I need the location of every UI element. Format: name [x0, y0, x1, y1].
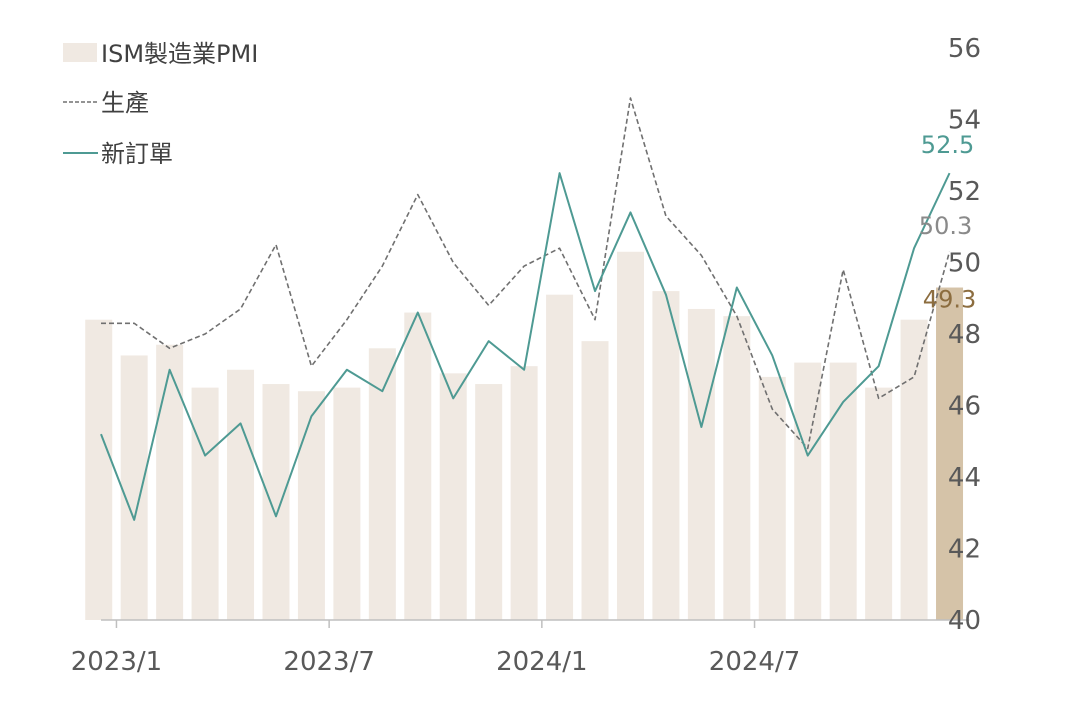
bar-2023/4 — [227, 369, 255, 620]
bar-2023/1 — [120, 355, 148, 620]
x-tick-label-2024/7: 2024/7 — [709, 647, 800, 677]
axes — [101, 619, 970, 628]
end-label-ISM製造業PMI: 49.3 — [923, 286, 976, 314]
end-labels: 52.5 50.3 49.3 — [919, 131, 976, 313]
bar-2024/1 — [546, 294, 574, 620]
x-tick-label-2023/1: 2023/1 — [71, 647, 162, 677]
bar-2023/2 — [156, 344, 184, 620]
y-tick-label-46: 46 — [948, 392, 981, 422]
series-lines — [100, 97, 951, 521]
y-tick-label-50: 50 — [948, 249, 981, 279]
legend-swatch-pmi — [63, 43, 97, 62]
bar-2023/9 — [404, 312, 432, 620]
y-tick-labels: 40 42 44 46 48 50 52 54 56 — [948, 34, 981, 636]
bar-2024/4 — [652, 291, 680, 620]
pmi-bars — [85, 251, 964, 621]
line-生產 — [101, 97, 951, 450]
bar-2024/2 — [581, 341, 609, 620]
y-tick-label-52: 52 — [948, 177, 981, 207]
bar-2024/6 — [723, 316, 751, 621]
end-label-新訂單: 52.5 — [921, 131, 974, 159]
y-tick-label-40: 40 — [948, 606, 981, 636]
legend-label-pmi: ISM製造業PMI — [101, 40, 258, 68]
bar-2024/11 — [900, 319, 928, 620]
legend-label-production: 生產 — [101, 89, 149, 117]
bar-2024/12 — [936, 287, 964, 620]
bar-2023/8 — [368, 348, 396, 620]
line-新訂單 — [100, 172, 951, 521]
y-tick-label-48: 48 — [948, 320, 981, 350]
legend-label-new-orders: 新訂單 — [101, 140, 173, 168]
bar-2023/5 — [262, 384, 290, 620]
y-tick-label-54: 54 — [948, 106, 981, 136]
bar-2023/7 — [333, 387, 361, 621]
bar-2024/10 — [865, 387, 893, 621]
bar-2023/3 — [191, 387, 219, 621]
bar-2024/5 — [687, 308, 715, 620]
bar-2023/6 — [297, 391, 325, 620]
x-tick-labels: 2023/1 2023/7 2024/1 2024/7 — [71, 647, 801, 677]
bar-2024/7 — [758, 376, 786, 620]
bar-2022/12 — [85, 319, 113, 620]
bar-2023/10 — [439, 373, 467, 620]
bar-2024/9 — [829, 362, 857, 620]
y-tick-label-42: 42 — [948, 535, 981, 565]
y-tick-label-56: 56 — [948, 34, 981, 64]
bar-2023/12 — [510, 366, 538, 620]
bar-2024/3 — [616, 251, 644, 620]
x-tick-label-2024/1: 2024/1 — [496, 647, 587, 677]
x-tick-label-2023/7: 2023/7 — [283, 647, 374, 677]
bar-2023/11 — [475, 384, 503, 620]
end-label-生產: 50.3 — [919, 212, 972, 240]
y-tick-label-44: 44 — [948, 463, 981, 493]
